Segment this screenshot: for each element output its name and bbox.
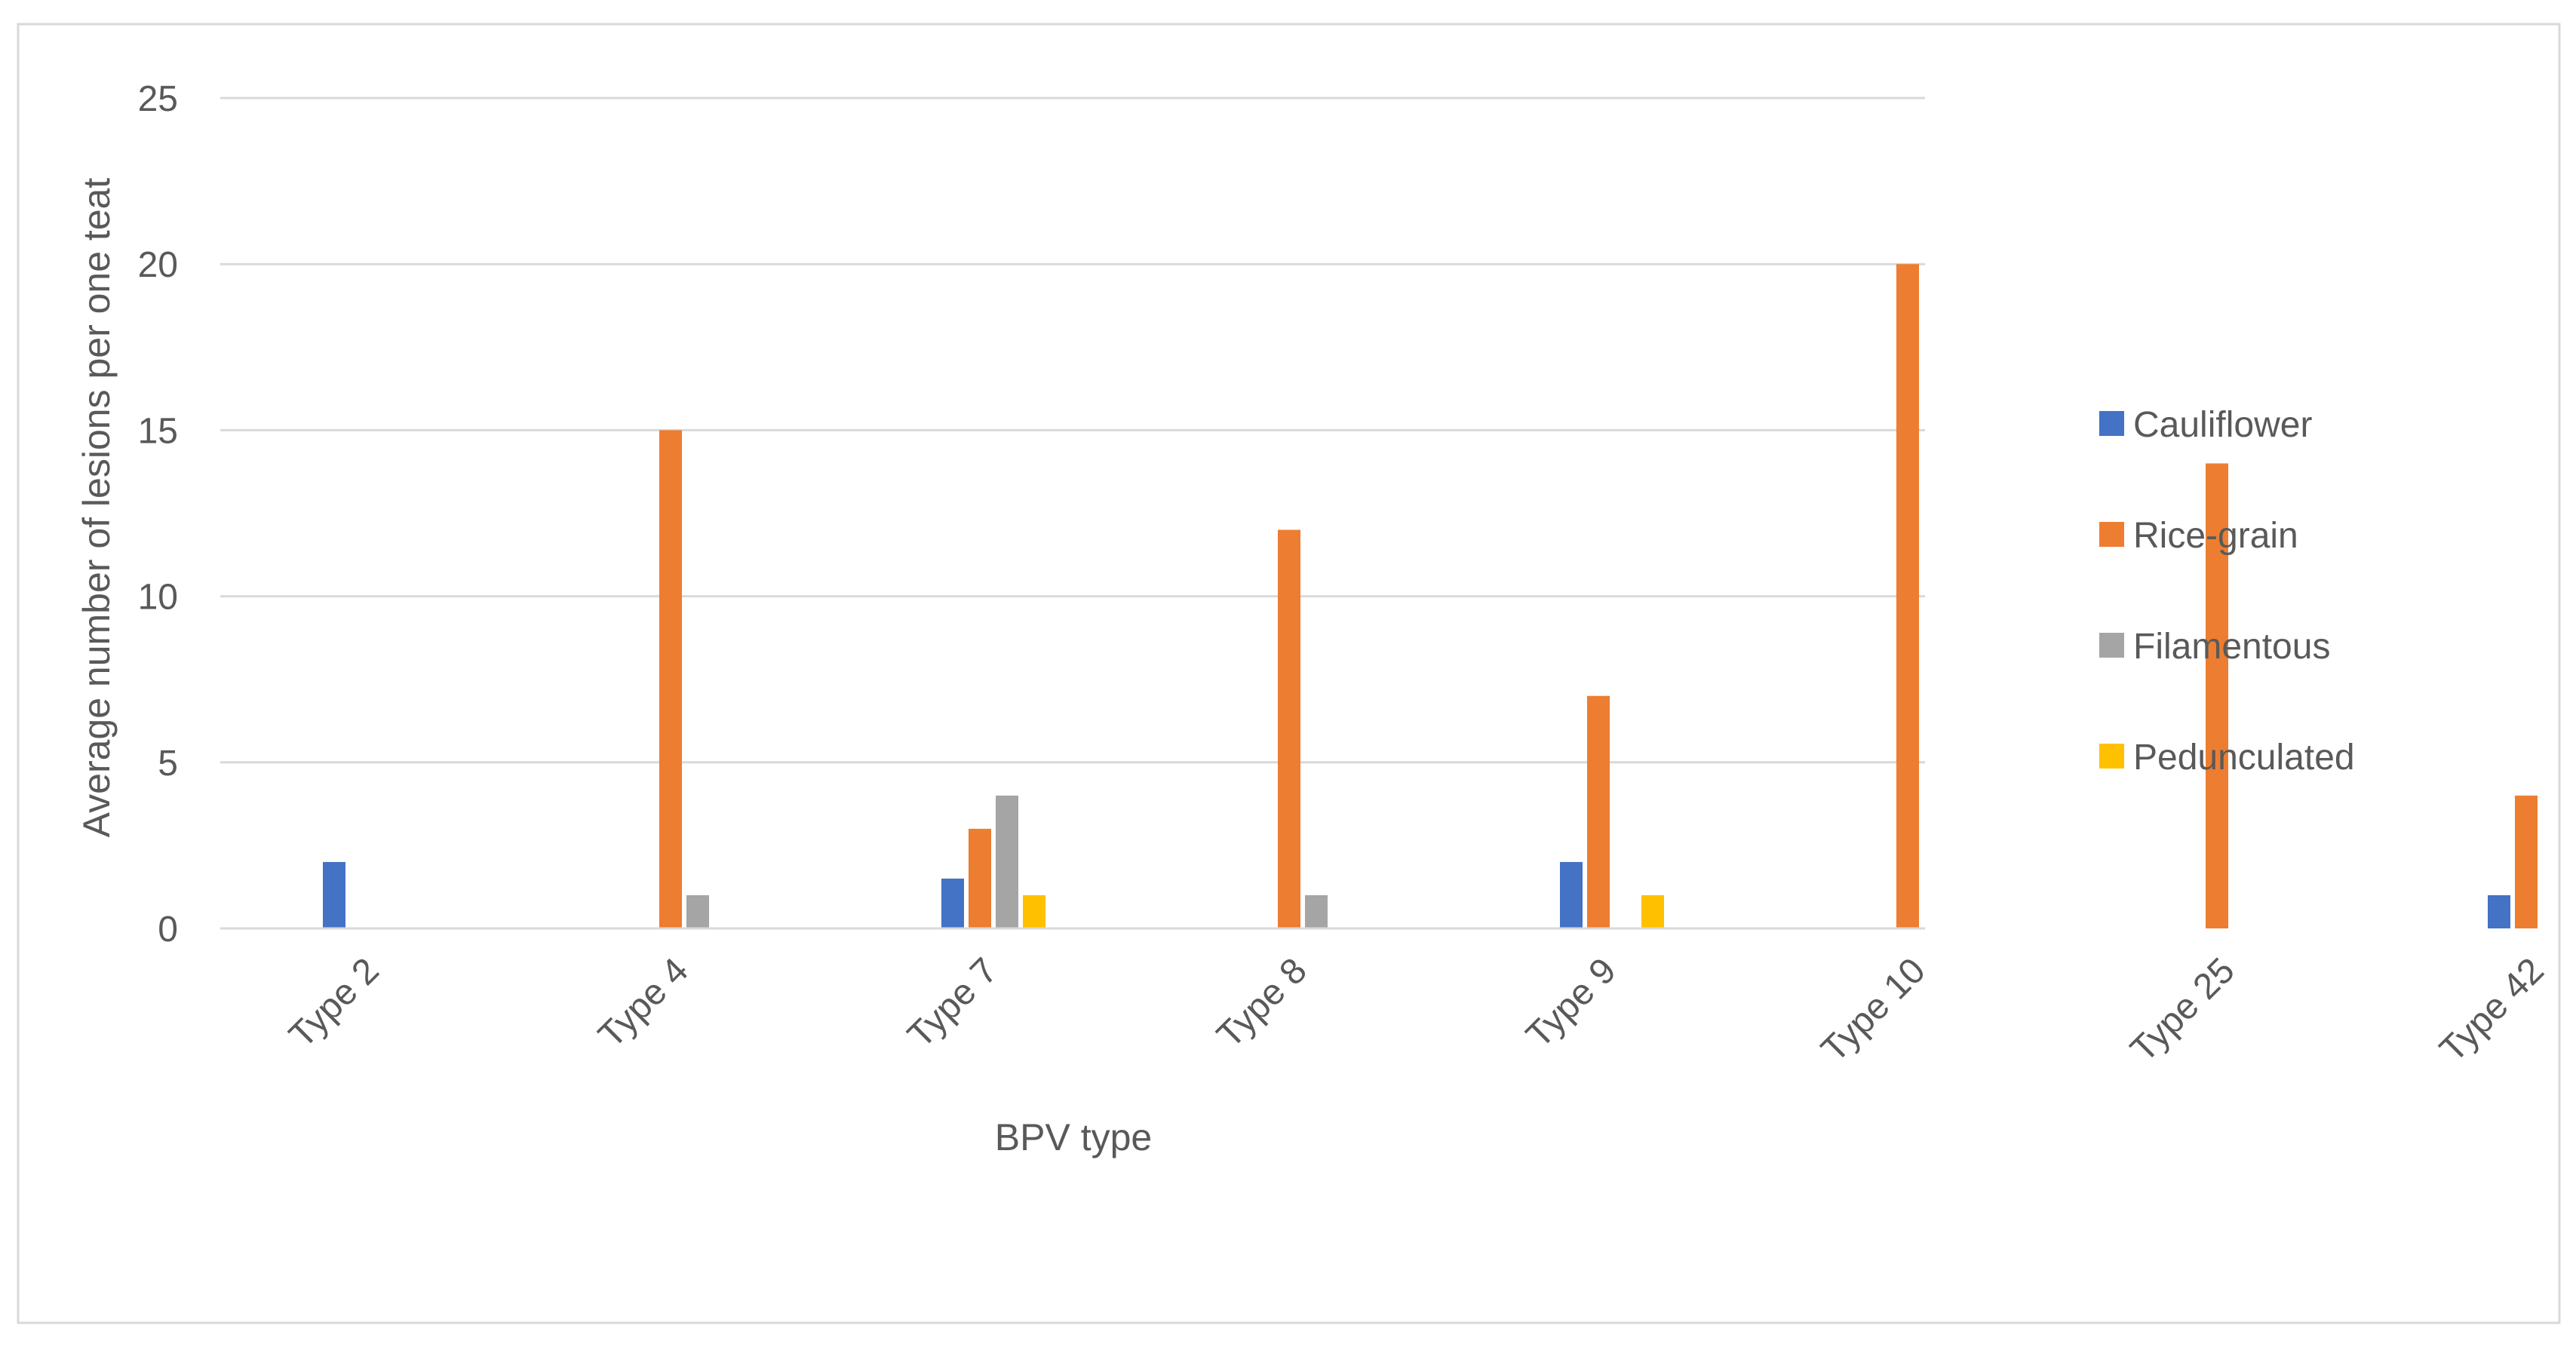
legend-label: Cauliflower [2133, 405, 2312, 445]
legend-label: Filamentous [2133, 627, 2330, 667]
bar-filamentous [1305, 894, 1328, 928]
x-axis-title: BPV type [995, 1116, 1152, 1158]
y-tick-label: 15 [138, 411, 178, 451]
legend-swatch [2099, 522, 2124, 547]
bar-rice-grain [1278, 529, 1300, 928]
bar-cauliflower [941, 878, 964, 928]
legend-swatch [2099, 633, 2124, 658]
bar-rice-grain [2515, 795, 2538, 928]
legend-label: Rice-grain [2133, 516, 2298, 556]
legend-label: Pedunculated [2133, 738, 2355, 778]
bar-filamentous [686, 894, 709, 928]
bar-rice-grain [1587, 695, 1610, 928]
y-tick-label: 5 [158, 744, 178, 784]
gridlines [220, 97, 1925, 764]
bar-rice-grain [659, 430, 682, 928]
bar-rice-grain [969, 828, 991, 928]
legend: Cauliflower Rice-grain Filamentous Peduncul… [2099, 405, 2355, 778]
bar-filamentous [996, 795, 1018, 928]
bar-cauliflower [323, 861, 345, 928]
bar-rice-grain [1896, 264, 1919, 928]
y-tick-label: 10 [138, 578, 178, 618]
y-tick-label: 25 [138, 79, 178, 119]
bar-cauliflower [2488, 894, 2510, 928]
legend-swatch [2099, 411, 2124, 436]
bar-pedunculated [1023, 894, 1045, 928]
bar-pedunculated [1641, 894, 1664, 928]
y-axis-title: Average number of lesions per one teat [75, 178, 118, 838]
bar-rice-grain [2206, 463, 2228, 928]
legend-swatch [2099, 744, 2124, 769]
y-tick-label: 0 [158, 910, 178, 950]
bars [323, 264, 2538, 928]
y-tick-label: 20 [138, 245, 178, 285]
bar-cauliflower [1560, 861, 1583, 928]
